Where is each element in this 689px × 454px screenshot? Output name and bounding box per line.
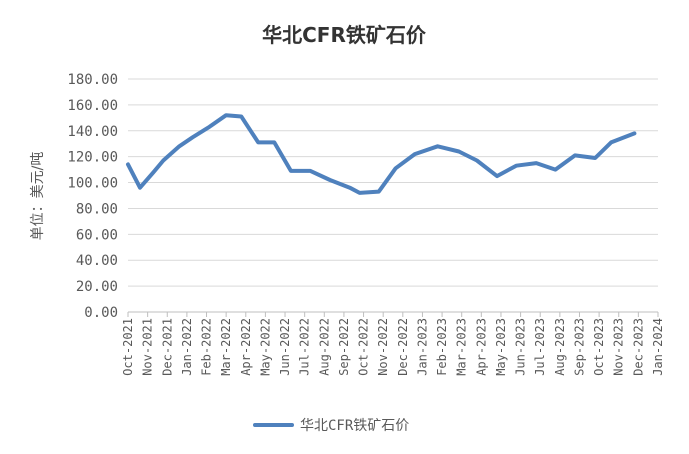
y-tick-label: 140.00: [67, 124, 118, 140]
y-tick-label: 120.00: [67, 150, 118, 166]
data-point: [225, 114, 227, 116]
legend-label: 华北CFR铁矿石价: [300, 418, 409, 434]
x-tick-label: May-2023: [494, 318, 508, 376]
x-tick-label: May-2022: [258, 318, 272, 376]
series-line: [126, 113, 637, 195]
x-tick-label: Feb-2023: [435, 318, 449, 376]
x-tick-label: Oct-2021: [121, 318, 135, 376]
series-layer: [126, 113, 637, 195]
data-point: [349, 187, 351, 189]
x-tick-label: Jan-2023: [415, 318, 429, 376]
y-tick-label: 180.00: [67, 72, 118, 88]
y-tick-label: 80.00: [76, 201, 118, 217]
y-tick-label: 60.00: [76, 227, 118, 243]
data-point: [378, 191, 380, 193]
data-point: [257, 141, 259, 143]
data-point: [359, 192, 361, 194]
x-tick-label: Oct-2022: [357, 318, 371, 376]
data-point: [496, 175, 498, 177]
data-point: [329, 179, 331, 181]
x-tick-label: Dec-2023: [631, 318, 645, 376]
x-tick-label: Jun-2023: [514, 318, 528, 376]
x-tick-label: Aug-2022: [317, 318, 331, 376]
x-tick-label: Mar-2022: [219, 318, 233, 376]
chart-title: 华北CFR铁矿石价: [262, 23, 427, 47]
x-tick-layer: Oct-2021 Nov-2021 Dec-2021 Jan-2022 Feb-2022…: [121, 312, 665, 376]
data-point: [594, 157, 596, 159]
data-point: [554, 169, 556, 171]
x-tick-label: Dec-2021: [160, 318, 174, 376]
x-tick-label: Apr-2023: [474, 318, 488, 376]
data-point: [476, 160, 478, 161]
x-tick-label: Apr-2022: [239, 318, 253, 376]
x-tick-label: Jan-2024: [651, 318, 665, 376]
x-tick-label: Jan-2022: [180, 318, 194, 376]
data-point: [395, 167, 397, 169]
legend: 华北CFR铁矿石价: [253, 418, 409, 434]
data-point: [535, 162, 537, 164]
data-point: [437, 145, 439, 147]
data-point: [240, 116, 242, 117]
x-tick-label: Nov-2021: [141, 318, 155, 376]
data-point: [574, 154, 576, 156]
y-axis-label: 单位：美元/吨: [30, 152, 46, 241]
data-point: [192, 136, 194, 138]
data-point: [610, 141, 612, 143]
data-point: [309, 170, 311, 172]
data-point: [515, 165, 517, 167]
data-point: [178, 145, 180, 147]
x-tick-label: Jun-2022: [278, 318, 292, 376]
data-point: [162, 160, 164, 161]
data-point: [208, 126, 210, 128]
data-point: [290, 170, 292, 172]
y-tick-label: 160.00: [67, 98, 118, 114]
x-tick-label: Feb-2022: [200, 318, 214, 376]
y-tick-label: 40.00: [76, 253, 118, 269]
x-tick-label: Aug-2023: [553, 318, 567, 376]
x-tick-label: Nov-2022: [376, 318, 390, 376]
data-point: [139, 187, 141, 189]
x-tick-label: Jul-2022: [298, 318, 312, 376]
x-tick-label: Oct-2023: [592, 318, 606, 376]
x-tick-label: Mar-2023: [455, 318, 469, 376]
x-tick-label: Sep-2022: [337, 318, 351, 376]
y-tick-layer: 0.00 20.00 40.00 60.00 80.00 100.00 120.00 140.…: [67, 72, 118, 321]
x-tick-label: Dec-2022: [396, 318, 410, 376]
x-tick-label: Nov-2023: [612, 318, 626, 376]
y-tick-label: 0.00: [84, 305, 118, 321]
data-point: [633, 132, 635, 134]
x-tick-label: Sep-2023: [572, 318, 586, 376]
y-tick-label: 100.00: [67, 176, 118, 192]
data-point: [127, 163, 129, 165]
y-tick-label: 20.00: [76, 279, 118, 295]
data-point: [414, 153, 416, 155]
data-point: [153, 171, 154, 173]
data-point: [458, 151, 460, 152]
x-tick-label: Jul-2023: [533, 318, 547, 376]
data-point: [273, 141, 275, 143]
grid-layer: [128, 78, 658, 313]
